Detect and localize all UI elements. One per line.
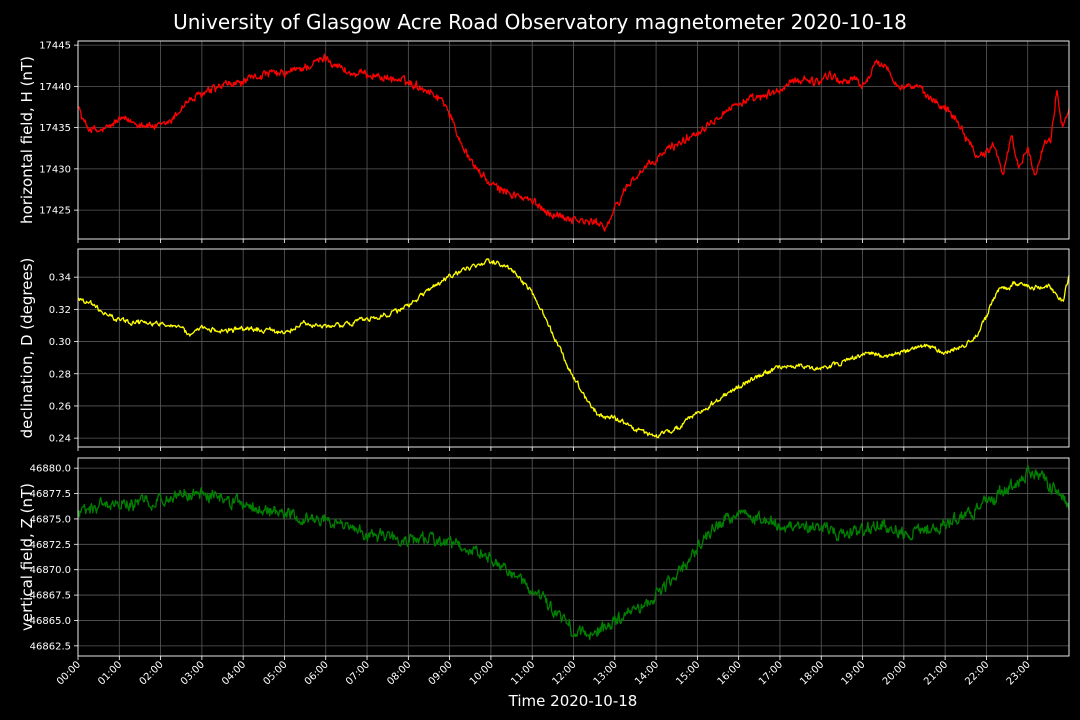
series-line-z <box>77 464 1070 641</box>
axes-frame <box>77 40 1070 240</box>
y-tick-label: 17445 <box>39 41 71 52</box>
y-tick-label: 46872.5 <box>30 540 71 551</box>
y-axis-label-d: declination, D (degrees) <box>18 258 36 439</box>
y-tick-label: 17425 <box>39 206 71 217</box>
y-tick-label: 0.24 <box>49 434 71 445</box>
y-tick-label: 0.34 <box>49 273 71 284</box>
series-line-h <box>77 53 1070 232</box>
y-tick-label: 17435 <box>39 123 71 134</box>
y-tick-label: 46870.0 <box>30 565 71 576</box>
y-tick-label: 0.28 <box>49 369 71 380</box>
panel-d: 0.24 0.26 0.28 0.30 0.32 0.34 declination, D (… <box>18 248 1070 451</box>
y-tick-label: 46867.5 <box>30 591 71 602</box>
y-tick-label: 46875.0 <box>30 514 71 525</box>
y-tick-label: 46877.5 <box>30 489 71 500</box>
y-tick-label: 17430 <box>39 164 71 175</box>
y-tick-label: 46865.0 <box>30 616 71 627</box>
y-axis-label-h: horizontal field, H (nT) <box>18 56 36 224</box>
y-tick-label: 0.30 <box>49 337 71 348</box>
y-tick-label: 46862.5 <box>30 641 71 652</box>
series-line-d <box>77 258 1070 439</box>
chart-title: University of Glasgow Acre Road Observat… <box>173 10 907 34</box>
axes-frame <box>77 457 1070 657</box>
y-tick-label: 46880.0 <box>30 464 71 475</box>
x-axis-label: Time 2020-10-18 <box>508 692 638 710</box>
y-axis-label-z: vertical field, Z (nT) <box>18 483 36 631</box>
y-tick-label: 17440 <box>39 82 71 93</box>
y-tick-label: 0.26 <box>49 401 71 412</box>
panel-z: 46862.5 46865.0 46867.5 46870.0 46872.5 46875… <box>18 457 1070 660</box>
axes-frame <box>77 248 1070 448</box>
y-tick-label: 0.32 <box>49 305 71 316</box>
